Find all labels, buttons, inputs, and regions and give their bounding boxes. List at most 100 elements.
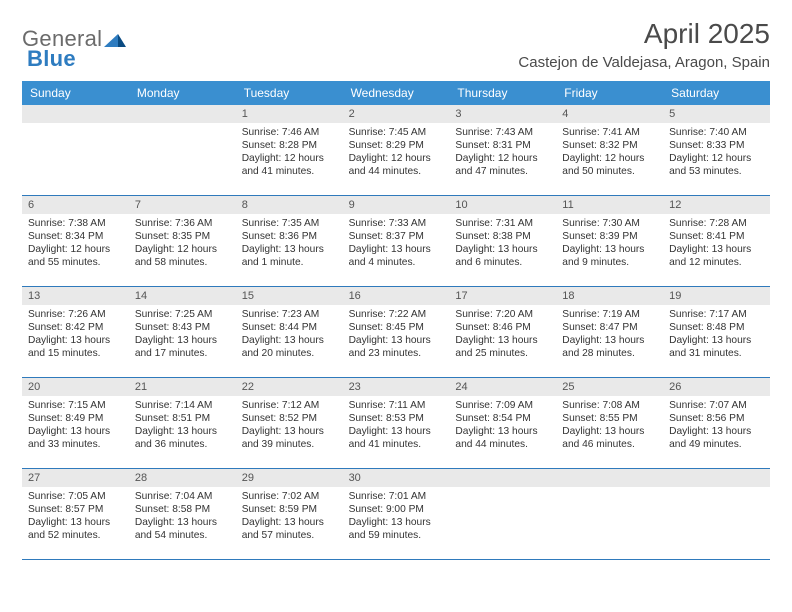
daylight-line: Daylight: 13 hours and 46 minutes. <box>562 425 657 451</box>
calendar-day-cell: 15Sunrise: 7:23 AMSunset: 8:44 PMDayligh… <box>236 287 343 377</box>
day-body: Sunrise: 7:38 AMSunset: 8:34 PMDaylight:… <box>22 214 129 275</box>
day-body: Sunrise: 7:36 AMSunset: 8:35 PMDaylight:… <box>129 214 236 275</box>
weekday-header: Monday <box>129 81 236 105</box>
calendar-week: 1Sunrise: 7:46 AMSunset: 8:28 PMDaylight… <box>22 105 770 196</box>
sunset-line: Sunset: 8:45 PM <box>349 321 444 334</box>
calendar-day-cell: 4Sunrise: 7:41 AMSunset: 8:32 PMDaylight… <box>556 105 663 195</box>
daylight-line: Daylight: 13 hours and 12 minutes. <box>669 243 764 269</box>
calendar-day-cell: 30Sunrise: 7:01 AMSunset: 9:00 PMDayligh… <box>343 469 450 559</box>
sunrise-line: Sunrise: 7:07 AM <box>669 399 764 412</box>
day-number: 20 <box>22 378 129 396</box>
calendar-day-cell: 21Sunrise: 7:14 AMSunset: 8:51 PMDayligh… <box>129 378 236 468</box>
day-number: 7 <box>129 196 236 214</box>
daylight-line: Daylight: 13 hours and 28 minutes. <box>562 334 657 360</box>
daylight-line: Daylight: 13 hours and 33 minutes. <box>28 425 123 451</box>
sunset-line: Sunset: 8:28 PM <box>242 139 337 152</box>
daylight-line: Daylight: 13 hours and 4 minutes. <box>349 243 444 269</box>
day-number: 22 <box>236 378 343 396</box>
day-number: 27 <box>22 469 129 487</box>
calendar-day-cell: 8Sunrise: 7:35 AMSunset: 8:36 PMDaylight… <box>236 196 343 286</box>
day-body: Sunrise: 7:04 AMSunset: 8:58 PMDaylight:… <box>129 487 236 548</box>
sunset-line: Sunset: 8:51 PM <box>135 412 230 425</box>
calendar-day-cell <box>556 469 663 559</box>
sunrise-line: Sunrise: 7:36 AM <box>135 217 230 230</box>
day-body: Sunrise: 7:25 AMSunset: 8:43 PMDaylight:… <box>129 305 236 366</box>
day-number: 30 <box>343 469 450 487</box>
day-body: Sunrise: 7:12 AMSunset: 8:52 PMDaylight:… <box>236 396 343 457</box>
day-number: 19 <box>663 287 770 305</box>
sunset-line: Sunset: 8:38 PM <box>455 230 550 243</box>
day-body: Sunrise: 7:26 AMSunset: 8:42 PMDaylight:… <box>22 305 129 366</box>
day-number: 2 <box>343 105 450 123</box>
day-body: Sunrise: 7:31 AMSunset: 8:38 PMDaylight:… <box>449 214 556 275</box>
day-number: 16 <box>343 287 450 305</box>
sunrise-line: Sunrise: 7:23 AM <box>242 308 337 321</box>
calendar-day-cell: 10Sunrise: 7:31 AMSunset: 8:38 PMDayligh… <box>449 196 556 286</box>
calendar-week: 20Sunrise: 7:15 AMSunset: 8:49 PMDayligh… <box>22 378 770 469</box>
calendar-day-cell: 18Sunrise: 7:19 AMSunset: 8:47 PMDayligh… <box>556 287 663 377</box>
sunrise-line: Sunrise: 7:15 AM <box>28 399 123 412</box>
sunset-line: Sunset: 8:42 PM <box>28 321 123 334</box>
sunrise-line: Sunrise: 7:25 AM <box>135 308 230 321</box>
daylight-line: Daylight: 12 hours and 55 minutes. <box>28 243 123 269</box>
sunset-line: Sunset: 8:41 PM <box>669 230 764 243</box>
sunset-line: Sunset: 8:49 PM <box>28 412 123 425</box>
calendar-week: 27Sunrise: 7:05 AMSunset: 8:57 PMDayligh… <box>22 469 770 560</box>
daylight-line: Daylight: 13 hours and 9 minutes. <box>562 243 657 269</box>
day-body: Sunrise: 7:23 AMSunset: 8:44 PMDaylight:… <box>236 305 343 366</box>
day-number: 14 <box>129 287 236 305</box>
daylight-line: Daylight: 13 hours and 59 minutes. <box>349 516 444 542</box>
calendar-day-cell: 23Sunrise: 7:11 AMSunset: 8:53 PMDayligh… <box>343 378 450 468</box>
weekday-header: Wednesday <box>343 81 450 105</box>
sunrise-line: Sunrise: 7:11 AM <box>349 399 444 412</box>
weekday-header: Sunday <box>22 81 129 105</box>
calendar-day-cell <box>22 105 129 195</box>
month-title: April 2025 <box>518 18 770 50</box>
sunrise-line: Sunrise: 7:22 AM <box>349 308 444 321</box>
calendar-day-cell <box>449 469 556 559</box>
calendar-day-cell: 24Sunrise: 7:09 AMSunset: 8:54 PMDayligh… <box>449 378 556 468</box>
day-number: 13 <box>22 287 129 305</box>
sunset-line: Sunset: 8:47 PM <box>562 321 657 334</box>
sunset-line: Sunset: 9:00 PM <box>349 503 444 516</box>
day-number <box>22 105 129 123</box>
day-body: Sunrise: 7:28 AMSunset: 8:41 PMDaylight:… <box>663 214 770 275</box>
calendar-day-cell: 6Sunrise: 7:38 AMSunset: 8:34 PMDaylight… <box>22 196 129 286</box>
day-body: Sunrise: 7:41 AMSunset: 8:32 PMDaylight:… <box>556 123 663 184</box>
calendar-day-cell: 11Sunrise: 7:30 AMSunset: 8:39 PMDayligh… <box>556 196 663 286</box>
sunrise-line: Sunrise: 7:33 AM <box>349 217 444 230</box>
sunrise-line: Sunrise: 7:20 AM <box>455 308 550 321</box>
daylight-line: Daylight: 13 hours and 15 minutes. <box>28 334 123 360</box>
sunset-line: Sunset: 8:37 PM <box>349 230 444 243</box>
day-body: Sunrise: 7:40 AMSunset: 8:33 PMDaylight:… <box>663 123 770 184</box>
daylight-line: Daylight: 13 hours and 6 minutes. <box>455 243 550 269</box>
calendar-day-cell: 25Sunrise: 7:08 AMSunset: 8:55 PMDayligh… <box>556 378 663 468</box>
daylight-line: Daylight: 13 hours and 36 minutes. <box>135 425 230 451</box>
sunset-line: Sunset: 8:33 PM <box>669 139 764 152</box>
weekday-header-row: SundayMondayTuesdayWednesdayThursdayFrid… <box>22 81 770 105</box>
daylight-line: Daylight: 12 hours and 58 minutes. <box>135 243 230 269</box>
sunset-line: Sunset: 8:29 PM <box>349 139 444 152</box>
day-body: Sunrise: 7:20 AMSunset: 8:46 PMDaylight:… <box>449 305 556 366</box>
day-body: Sunrise: 7:11 AMSunset: 8:53 PMDaylight:… <box>343 396 450 457</box>
day-number: 10 <box>449 196 556 214</box>
sunset-line: Sunset: 8:54 PM <box>455 412 550 425</box>
daylight-line: Daylight: 13 hours and 1 minute. <box>242 243 337 269</box>
day-number: 9 <box>343 196 450 214</box>
calendar-day-cell: 19Sunrise: 7:17 AMSunset: 8:48 PMDayligh… <box>663 287 770 377</box>
sunrise-line: Sunrise: 7:43 AM <box>455 126 550 139</box>
day-body: Sunrise: 7:17 AMSunset: 8:48 PMDaylight:… <box>663 305 770 366</box>
calendar-day-cell: 28Sunrise: 7:04 AMSunset: 8:58 PMDayligh… <box>129 469 236 559</box>
day-body: Sunrise: 7:14 AMSunset: 8:51 PMDaylight:… <box>129 396 236 457</box>
location-subtitle: Castejon de Valdejasa, Aragon, Spain <box>518 54 770 71</box>
sunset-line: Sunset: 8:58 PM <box>135 503 230 516</box>
daylight-line: Daylight: 13 hours and 23 minutes. <box>349 334 444 360</box>
calendar-day-cell: 9 Sunrise: 7:33 AMSunset: 8:37 PMDaylight… <box>343 196 450 286</box>
day-number: 23 <box>343 378 450 396</box>
day-number: 12 <box>663 196 770 214</box>
day-body: Sunrise: 7:43 AMSunset: 8:31 PMDaylight:… <box>449 123 556 184</box>
daylight-line: Daylight: 13 hours and 57 minutes. <box>242 516 337 542</box>
sunrise-line: Sunrise: 7:46 AM <box>242 126 337 139</box>
day-number: 15 <box>236 287 343 305</box>
calendar-week: 6Sunrise: 7:38 AMSunset: 8:34 PMDaylight… <box>22 196 770 287</box>
